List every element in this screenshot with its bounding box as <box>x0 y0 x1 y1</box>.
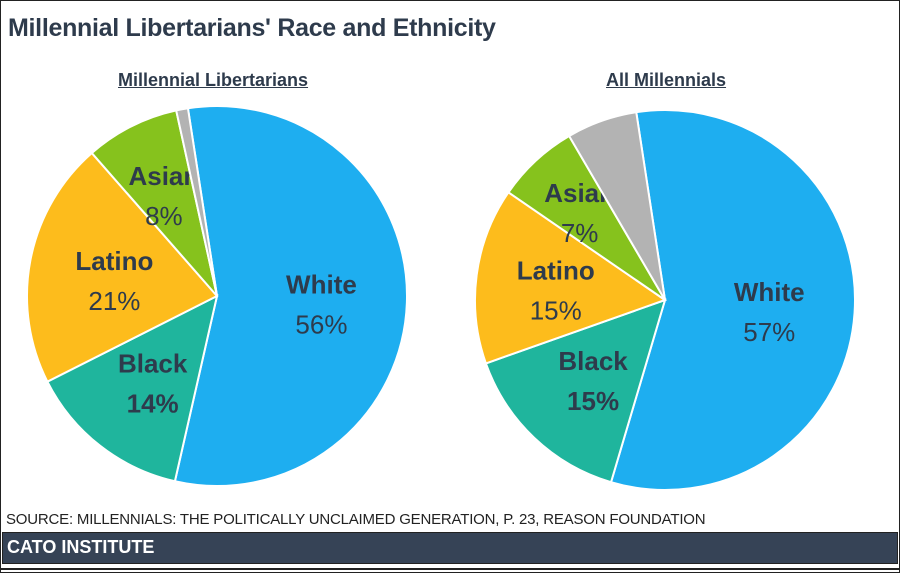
pie-title-libertarians: Millennial Libertarians <box>118 70 309 90</box>
slice-label-black: Black <box>118 348 188 378</box>
slice-label-latino: Latino <box>517 256 595 286</box>
pie-slice-latino <box>26 151 219 384</box>
slice-value-latino: 15% <box>530 296 582 326</box>
slice-value-black: 14% <box>127 388 179 418</box>
pie-slice-latino <box>474 190 668 365</box>
footer-bar: CATO INSTITUTE <box>2 532 898 564</box>
pie-slice-other <box>567 111 666 301</box>
bottom-rule <box>0 568 900 570</box>
chart-title: Millennial Libertarians' Race and Ethnic… <box>8 14 496 42</box>
pie-slice-black <box>484 298 667 484</box>
slice-label-black: Black <box>558 346 628 376</box>
pie-slice-black <box>46 294 219 483</box>
pie-title-all-millennials: All Millennials <box>606 70 727 90</box>
pie-slice-other <box>175 107 218 297</box>
slice-label-latino: Latino <box>75 246 153 276</box>
slice-value-asian: 8% <box>145 201 183 231</box>
slice-value-asian: 7% <box>561 218 599 248</box>
pie-slice-white <box>173 105 408 487</box>
slice-value-latino: 21% <box>88 286 140 316</box>
slice-label-white: White <box>734 277 805 307</box>
footer-label: CATO INSTITUTE <box>7 537 155 557</box>
slice-value-black: 15% <box>567 386 619 416</box>
pie-slice-white <box>609 109 856 491</box>
source-note: SOURCE: MILLENNIALS: THE POLITICALLY UNC… <box>6 511 706 528</box>
slice-value-white: 57% <box>743 317 795 347</box>
slice-label-white: White <box>286 270 357 300</box>
slice-value-white: 56% <box>295 310 347 340</box>
